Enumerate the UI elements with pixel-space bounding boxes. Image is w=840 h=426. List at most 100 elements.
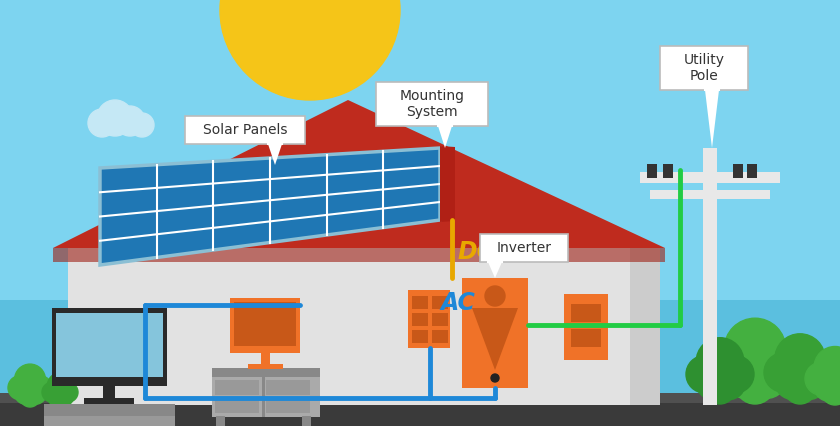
FancyBboxPatch shape [376, 82, 488, 126]
Bar [640, 172, 780, 183]
Bar [103, 386, 115, 398]
Bar [462, 278, 528, 388]
Circle shape [711, 341, 759, 390]
Bar [650, 190, 770, 199]
Circle shape [814, 371, 840, 401]
Bar [56, 313, 163, 377]
Circle shape [796, 353, 836, 392]
Polygon shape [440, 204, 455, 222]
Bar [0, 393, 840, 403]
Bar [262, 377, 265, 417]
Bar [412, 330, 428, 343]
Polygon shape [268, 144, 282, 165]
Circle shape [764, 353, 804, 392]
Circle shape [718, 64, 738, 83]
Bar [261, 353, 270, 365]
Bar [84, 398, 134, 404]
Polygon shape [472, 308, 518, 370]
Circle shape [28, 376, 52, 400]
Polygon shape [440, 189, 455, 207]
Polygon shape [440, 175, 455, 193]
Circle shape [14, 364, 45, 395]
Bar [408, 290, 450, 348]
Polygon shape [53, 100, 665, 248]
Polygon shape [438, 126, 452, 148]
Bar [647, 164, 657, 178]
Circle shape [47, 373, 72, 398]
Bar [747, 164, 757, 178]
Circle shape [14, 382, 37, 404]
Polygon shape [488, 262, 502, 278]
Bar [571, 329, 601, 347]
Circle shape [491, 374, 499, 382]
FancyBboxPatch shape [660, 46, 748, 90]
Circle shape [822, 378, 840, 405]
Bar [432, 313, 448, 326]
Bar [571, 304, 601, 322]
Circle shape [784, 371, 816, 404]
Bar [0, 400, 840, 426]
Bar [68, 248, 630, 405]
FancyBboxPatch shape [480, 234, 568, 262]
Circle shape [827, 371, 840, 401]
Circle shape [115, 106, 145, 136]
Circle shape [744, 354, 788, 398]
Circle shape [711, 366, 746, 400]
Circle shape [47, 388, 66, 406]
Circle shape [832, 362, 840, 395]
Circle shape [58, 383, 78, 402]
FancyBboxPatch shape [185, 116, 305, 144]
Polygon shape [100, 148, 440, 265]
Bar [215, 380, 259, 395]
Bar [215, 398, 259, 413]
Bar [266, 380, 310, 395]
Circle shape [97, 100, 133, 136]
Circle shape [791, 363, 827, 400]
Bar [302, 416, 311, 426]
Text: Inverter: Inverter [496, 241, 552, 255]
Circle shape [24, 382, 46, 404]
Circle shape [814, 346, 840, 389]
Bar [52, 308, 167, 386]
Bar [663, 164, 673, 178]
Circle shape [774, 334, 825, 384]
Circle shape [52, 392, 68, 408]
Bar [432, 330, 448, 343]
Bar [630, 248, 660, 405]
Bar [230, 298, 300, 353]
Circle shape [20, 387, 40, 407]
Circle shape [686, 356, 723, 393]
Circle shape [42, 383, 62, 402]
Bar [412, 296, 428, 309]
Polygon shape [100, 148, 440, 265]
Bar [703, 148, 717, 405]
Polygon shape [53, 248, 665, 262]
Bar [266, 398, 310, 413]
Polygon shape [440, 161, 455, 179]
Circle shape [735, 364, 774, 404]
Circle shape [8, 376, 32, 400]
Circle shape [724, 354, 769, 398]
Circle shape [751, 341, 799, 390]
Circle shape [805, 362, 838, 395]
Circle shape [88, 109, 116, 137]
Bar [412, 313, 428, 326]
Circle shape [130, 113, 154, 137]
Text: AC: AC [440, 291, 475, 315]
Circle shape [717, 356, 754, 393]
Bar [216, 416, 225, 426]
Text: Mounting
System: Mounting System [400, 89, 465, 119]
Text: Utility
Pole: Utility Pole [684, 53, 724, 83]
Circle shape [705, 374, 735, 404]
Polygon shape [440, 146, 455, 164]
Bar [248, 364, 283, 369]
Circle shape [774, 363, 811, 400]
Bar [234, 302, 296, 346]
Bar [0, 300, 840, 426]
Bar [432, 296, 448, 309]
Text: DC: DC [458, 240, 495, 264]
Circle shape [696, 366, 730, 400]
Circle shape [220, 0, 400, 100]
Circle shape [696, 338, 743, 385]
Bar [0, 0, 840, 300]
